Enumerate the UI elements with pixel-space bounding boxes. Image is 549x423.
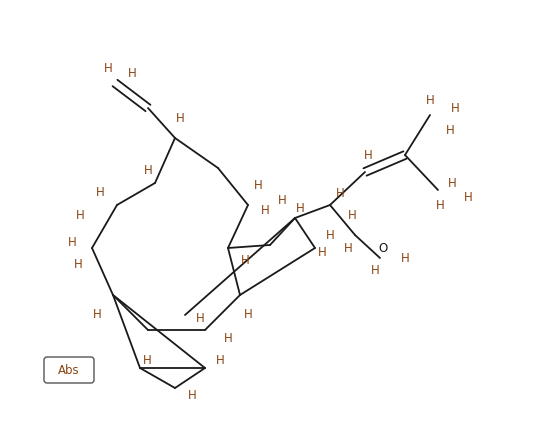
Text: H: H [176, 112, 184, 124]
Text: H: H [144, 164, 153, 176]
Text: H: H [278, 193, 287, 206]
FancyBboxPatch shape [44, 357, 94, 383]
Text: H: H [188, 388, 197, 401]
Text: H: H [261, 203, 270, 217]
Text: H: H [446, 124, 455, 137]
Text: Abs: Abs [58, 363, 80, 376]
Text: H: H [371, 264, 379, 277]
Text: H: H [223, 332, 232, 344]
Text: H: H [425, 93, 434, 107]
Text: H: H [401, 252, 410, 264]
Text: H: H [348, 209, 356, 222]
Text: H: H [326, 228, 334, 242]
Text: H: H [447, 176, 456, 190]
Text: H: H [295, 201, 304, 214]
Text: H: H [93, 308, 102, 321]
Text: H: H [96, 186, 104, 198]
Text: H: H [335, 187, 344, 200]
Text: H: H [254, 179, 262, 192]
Text: H: H [127, 66, 136, 80]
Text: H: H [240, 253, 249, 266]
Text: H: H [104, 61, 113, 74]
Text: H: H [68, 236, 76, 248]
Text: H: H [318, 245, 326, 258]
Text: H: H [216, 354, 225, 366]
Text: H: H [463, 190, 472, 203]
Text: O: O [378, 242, 388, 255]
Text: H: H [74, 258, 82, 272]
Text: H: H [363, 148, 372, 162]
Text: H: H [244, 308, 253, 321]
Text: H: H [451, 102, 460, 115]
Text: H: H [143, 354, 152, 366]
Text: H: H [435, 198, 444, 212]
Text: H: H [344, 242, 352, 255]
Text: H: H [195, 311, 204, 324]
Text: H: H [76, 209, 85, 222]
